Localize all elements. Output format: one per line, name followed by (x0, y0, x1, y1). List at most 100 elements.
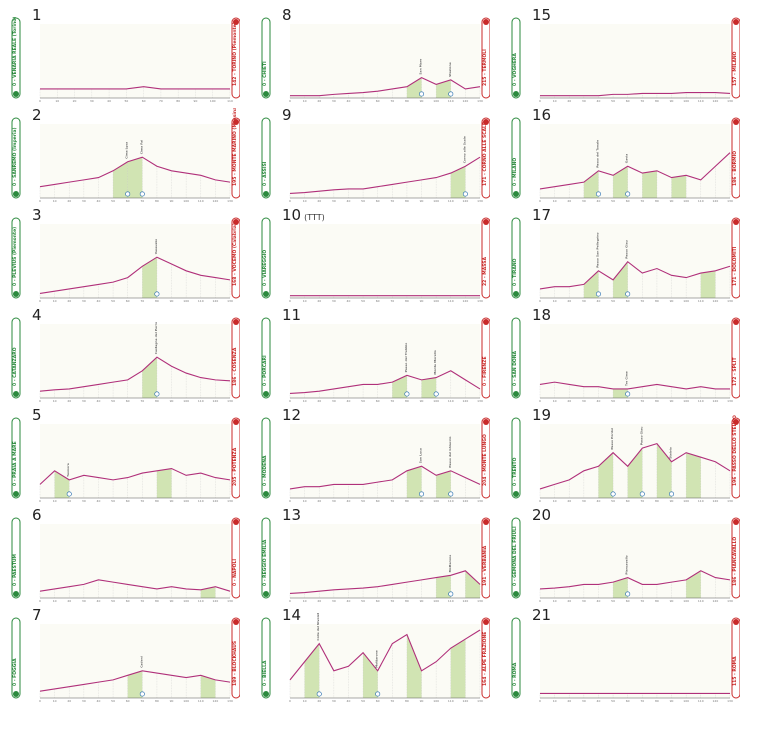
km-tick: 130 (727, 99, 733, 103)
finish-badge (481, 417, 490, 499)
climb-shade (613, 577, 628, 598)
finish-label: 196 - PASSO DELLO STELVIO (732, 415, 738, 486)
climb-shade (436, 470, 451, 498)
km-tick: 20 (317, 399, 321, 403)
km-tick: 120 (463, 499, 469, 503)
km-tick: 130 (727, 199, 733, 203)
km-tick: 110 (448, 699, 454, 703)
stage-profile-svg: 0 - PRAIA A MARE 205 - POTENZA 0 10 20 30 40 50… (11, 417, 240, 503)
finish-badge (731, 617, 740, 699)
elevation-line (289, 629, 481, 681)
stage-number: 14 (282, 606, 302, 624)
km-tick: 90 (670, 399, 674, 403)
km-tick: 50 (611, 499, 615, 503)
stage-profile-20: 0 - GEMONA DEL FRIULI 186 - PIANCAVALLO 0 1… (508, 506, 740, 606)
km-tick: 130 (227, 299, 233, 303)
km-tick: 10 (303, 499, 307, 503)
start-label: 0 - PORCARI (262, 355, 268, 386)
km-tick: 110 (448, 599, 454, 603)
km-tick: 90 (420, 399, 424, 403)
climb-label: Monte Morello (433, 350, 437, 374)
start-badge (261, 217, 271, 299)
km-tick: 100 (433, 199, 439, 203)
km-tick: 70 (640, 599, 644, 603)
km-tick: 120 (713, 299, 719, 303)
km-tick: 80 (405, 499, 409, 503)
stage-number: 5 (32, 406, 42, 424)
km-tick: 130 (477, 99, 483, 103)
elevation-line (539, 260, 731, 290)
km-tick: 10 (53, 499, 57, 503)
km-tick: 90 (670, 299, 674, 303)
stage-number: 4 (32, 306, 42, 324)
km-tick: 10 (53, 599, 57, 603)
stage-profile-11: 0 - PORCARI 0 - FIRENZE 0 10 20 30 40 50 60 70 80 9… (258, 306, 490, 406)
stage-profile-svg: 0 - FOGGIA 189 - BLOCKHAUS 0 10 20 30 40 50 60 70… (11, 617, 240, 703)
km-tick: 40 (97, 299, 101, 303)
km-tick: 40 (597, 399, 601, 403)
km-tick: 60 (376, 599, 380, 603)
km-tick: 0 (39, 299, 41, 303)
climb-label: Stelvio (669, 447, 673, 459)
km-tick: 60 (126, 499, 130, 503)
climb-shade (127, 670, 143, 698)
stage-number: 21 (532, 606, 552, 624)
finish-badge (481, 117, 490, 199)
km-tick: 20 (67, 599, 71, 603)
km-tick: 120 (463, 199, 469, 203)
start-label: 0 - BIELLA (262, 660, 268, 686)
km-tick: 40 (597, 299, 601, 303)
kom-marker (448, 491, 454, 497)
stage-number: 11 (282, 306, 302, 324)
km-tick: 90 (420, 599, 424, 603)
stage-profile-svg: 0 - CATANZARO 186 - COSENZA 0 10 20 30 40 50 60 7… (11, 317, 240, 403)
km-tick: 40 (97, 199, 101, 203)
kom-marker (66, 491, 72, 497)
km-tick: 60 (376, 699, 380, 703)
km-tick: 120 (463, 99, 469, 103)
start-label: 0 - CHIETI (262, 61, 268, 86)
start-badge (511, 417, 521, 499)
stage-profile-15: 0 - VOGHERA 157 - MILANO 0 10 20 30 40 50 60 70 80… (508, 6, 740, 106)
km-tick: 100 (433, 299, 439, 303)
start-badge (11, 517, 21, 599)
km-tick: 100 (183, 499, 189, 503)
km-tick: 40 (107, 99, 111, 103)
km-tick: 100 (683, 299, 689, 303)
stage-profile-13: 0 - REGGIO EMILIA 191 - VERBANIA 0 10 20 30 40… (258, 506, 490, 606)
km-tick: 110 (698, 299, 704, 303)
elevation-line (39, 579, 231, 592)
km-tick: 90 (670, 199, 674, 203)
km-tick: 40 (97, 399, 101, 403)
climb-label: Corno alle Scale (462, 136, 466, 163)
km-tick: 70 (159, 99, 163, 103)
finish-label: 0 - FIRENZE (482, 356, 488, 386)
km-tick: 40 (347, 99, 351, 103)
km-tick: 120 (213, 299, 219, 303)
km-tick: 110 (198, 299, 204, 303)
km-tick: 90 (170, 299, 174, 303)
km-tick: 20 (73, 99, 77, 103)
km-tick: 30 (582, 499, 586, 503)
km-tick: 100 (433, 499, 439, 503)
km-tick: 100 (433, 99, 439, 103)
stage-number: 8 (282, 6, 292, 24)
kom-marker (139, 691, 145, 697)
km-tick: 10 (53, 699, 57, 703)
km-tick: 40 (597, 499, 601, 503)
km-tick: 100 (183, 699, 189, 703)
finish-badge (231, 417, 240, 499)
km-tick: 0 (539, 299, 541, 303)
km-tick: 30 (332, 199, 336, 203)
climb-label: Tre Cime (625, 371, 629, 386)
km-tick: 60 (376, 499, 380, 503)
start-label: 0 - GEMONA DEL FRIULI (512, 526, 518, 586)
start-badge (11, 117, 21, 199)
km-tick: 0 (289, 199, 291, 203)
km-tick: 20 (67, 299, 71, 303)
km-tick: 50 (111, 299, 115, 303)
km-tick: 10 (53, 399, 57, 403)
finish-label: 142 - TORINO (Piemonte) (232, 22, 238, 86)
km-tick: 50 (361, 699, 365, 703)
